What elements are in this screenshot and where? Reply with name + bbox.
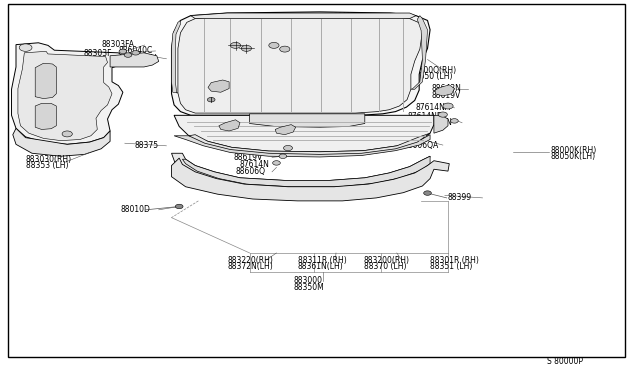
- Polygon shape: [189, 133, 430, 154]
- Circle shape: [284, 145, 292, 151]
- Circle shape: [230, 42, 241, 48]
- Polygon shape: [35, 103, 56, 129]
- Text: 88619V: 88619V: [234, 153, 263, 162]
- Polygon shape: [434, 115, 448, 133]
- Text: 88000K(RH): 88000K(RH): [550, 146, 596, 155]
- Polygon shape: [110, 53, 159, 67]
- Polygon shape: [182, 156, 430, 187]
- Text: 886040: 886040: [259, 39, 288, 48]
- Polygon shape: [172, 12, 430, 115]
- Polygon shape: [250, 114, 365, 127]
- Polygon shape: [191, 13, 416, 19]
- Circle shape: [62, 131, 72, 137]
- Circle shape: [424, 191, 431, 195]
- Circle shape: [175, 204, 183, 209]
- Polygon shape: [172, 153, 430, 190]
- Text: 883030(RH): 883030(RH): [26, 155, 72, 164]
- Text: 88693M: 88693M: [218, 122, 248, 131]
- Circle shape: [124, 53, 132, 57]
- Polygon shape: [35, 63, 56, 99]
- Text: 87614N: 87614N: [240, 160, 270, 169]
- Circle shape: [207, 97, 215, 102]
- Polygon shape: [435, 85, 454, 96]
- Text: 88651 (LH): 88651 (LH): [320, 18, 362, 27]
- Text: 87614NA: 87614NA: [251, 145, 286, 154]
- Polygon shape: [178, 15, 422, 113]
- Circle shape: [269, 42, 279, 48]
- Text: 88050K(LH): 88050K(LH): [550, 153, 596, 161]
- Text: 88619V: 88619V: [432, 92, 461, 100]
- Text: 88606Q: 88606Q: [236, 167, 266, 176]
- Circle shape: [279, 154, 287, 158]
- Polygon shape: [12, 43, 125, 144]
- Text: 88353 (LH): 88353 (LH): [26, 161, 68, 170]
- Polygon shape: [18, 51, 112, 141]
- Text: 88620(RH): 88620(RH): [275, 62, 316, 71]
- Text: 88611: 88611: [339, 89, 363, 98]
- Text: 87614NA: 87614NA: [416, 103, 451, 112]
- Circle shape: [273, 161, 280, 165]
- Text: 88670(LH): 88670(LH): [275, 69, 316, 78]
- Text: 88350M: 88350M: [293, 283, 324, 292]
- Circle shape: [119, 49, 127, 54]
- Text: 88606QA: 88606QA: [403, 141, 438, 150]
- Text: 88370 (LH): 88370 (LH): [364, 262, 406, 271]
- Text: 88303F: 88303F: [83, 49, 112, 58]
- Text: 88010D: 88010D: [230, 82, 260, 91]
- Text: 883000: 883000: [293, 276, 322, 285]
- Text: 883200(RH): 883200(RH): [364, 256, 410, 265]
- Text: 88619P: 88619P: [216, 39, 245, 48]
- Polygon shape: [172, 158, 449, 201]
- Text: 88019V: 88019V: [128, 54, 157, 63]
- Polygon shape: [275, 125, 296, 135]
- Text: 88010D: 88010D: [120, 205, 150, 214]
- Circle shape: [438, 112, 447, 117]
- Polygon shape: [174, 115, 434, 154]
- Text: 88361N(LH): 88361N(LH): [298, 262, 343, 271]
- Text: 886040C: 886040C: [118, 46, 153, 55]
- Text: 88375: 88375: [134, 141, 159, 150]
- Text: 88601M(RH): 88601M(RH): [320, 12, 368, 21]
- Text: 88303FA: 88303FA: [101, 40, 134, 49]
- Polygon shape: [13, 128, 110, 156]
- Text: 883220(RH): 883220(RH): [227, 256, 273, 265]
- Circle shape: [451, 119, 458, 123]
- Polygon shape: [172, 20, 180, 93]
- Text: 88643N: 88643N: [432, 84, 462, 93]
- Text: S 80000P: S 80000P: [547, 357, 583, 366]
- Circle shape: [19, 44, 32, 51]
- Polygon shape: [411, 16, 428, 89]
- Circle shape: [280, 46, 290, 52]
- Polygon shape: [219, 120, 240, 131]
- Text: 88311R (RH): 88311R (RH): [298, 256, 346, 265]
- Polygon shape: [208, 80, 229, 92]
- Text: 88301R (RH): 88301R (RH): [430, 256, 479, 265]
- Text: 87614N: 87614N: [422, 118, 452, 127]
- Text: 87614NB: 87614NB: [407, 112, 442, 121]
- Circle shape: [443, 103, 453, 109]
- Circle shape: [132, 51, 140, 55]
- Text: 88000B: 88000B: [212, 97, 242, 106]
- Text: 88019M: 88019M: [221, 89, 252, 98]
- Circle shape: [241, 45, 252, 51]
- Polygon shape: [174, 135, 430, 157]
- Text: 87614NB: 87614NB: [269, 124, 304, 133]
- Text: 88372N(LH): 88372N(LH): [227, 262, 273, 271]
- Text: 88650 (LH): 88650 (LH): [410, 72, 452, 81]
- Text: 88399: 88399: [448, 193, 472, 202]
- Text: 88351 (LH): 88351 (LH): [430, 262, 472, 271]
- Text: 88600Q(RH): 88600Q(RH): [410, 66, 457, 75]
